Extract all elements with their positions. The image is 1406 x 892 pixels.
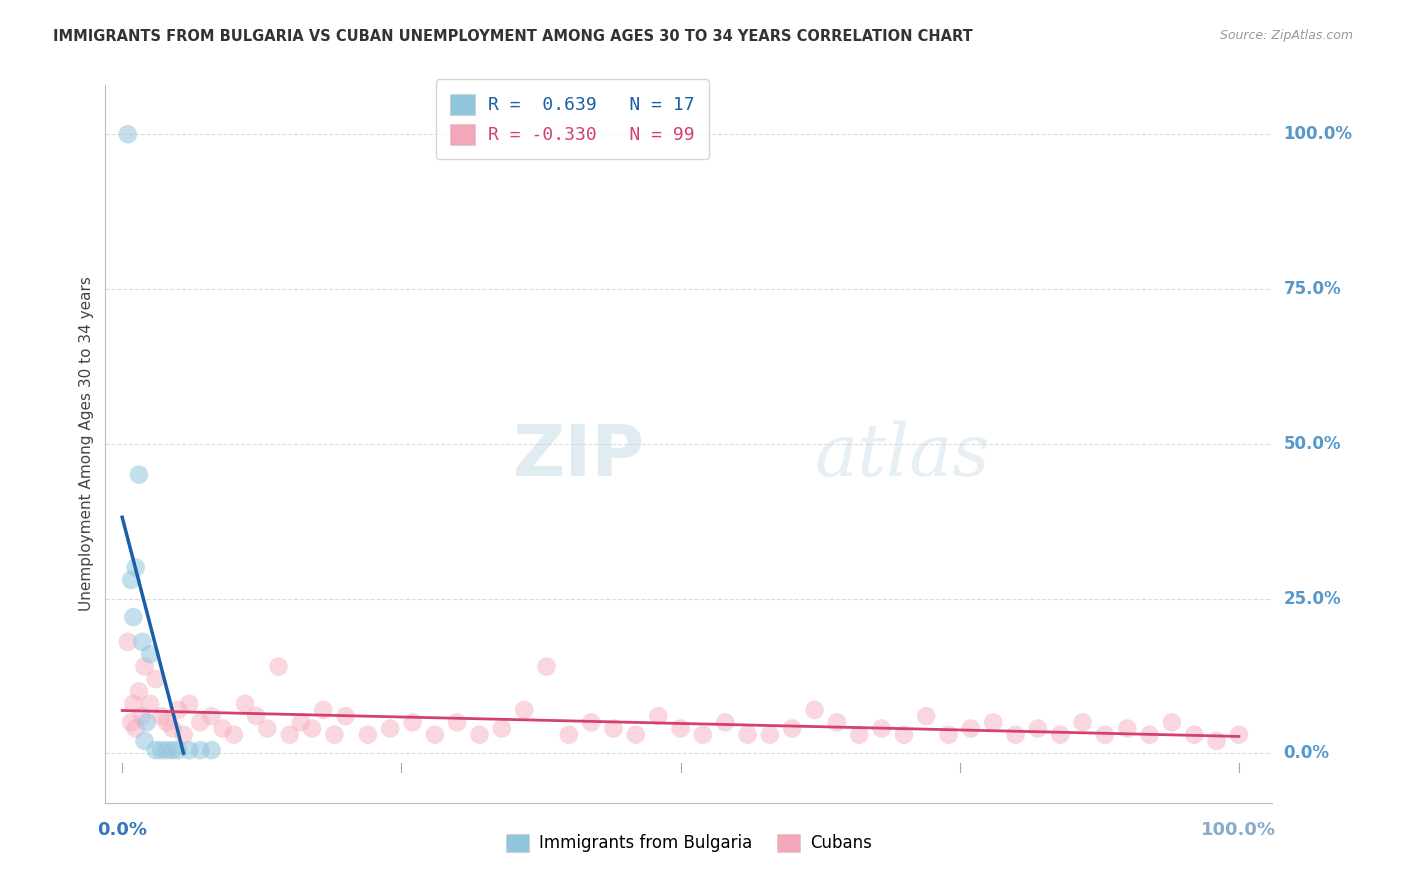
Point bbox=[124, 722, 146, 736]
Point bbox=[233, 697, 256, 711]
Point bbox=[870, 722, 893, 736]
Point bbox=[1049, 728, 1071, 742]
Point bbox=[290, 715, 312, 730]
Point bbox=[335, 709, 357, 723]
Point bbox=[135, 715, 157, 730]
Point bbox=[150, 743, 173, 757]
Point bbox=[117, 635, 139, 649]
Point bbox=[602, 722, 624, 736]
Point bbox=[117, 128, 139, 142]
Point bbox=[1116, 722, 1139, 736]
Point bbox=[222, 728, 245, 742]
Text: 100.0%: 100.0% bbox=[1202, 822, 1277, 839]
Point bbox=[737, 728, 759, 742]
Legend: Immigrants from Bulgaria, Cubans: Immigrants from Bulgaria, Cubans bbox=[499, 827, 879, 859]
Point bbox=[278, 728, 301, 742]
Point bbox=[120, 715, 142, 730]
Point bbox=[145, 743, 167, 757]
Point bbox=[190, 743, 212, 757]
Point bbox=[446, 715, 468, 730]
Point bbox=[1227, 728, 1250, 742]
Point bbox=[848, 728, 870, 742]
Point bbox=[190, 715, 212, 730]
Point bbox=[312, 703, 335, 717]
Point bbox=[122, 610, 145, 624]
Point bbox=[759, 728, 782, 742]
Point bbox=[211, 722, 233, 736]
Point bbox=[179, 743, 201, 757]
Point bbox=[131, 709, 153, 723]
Point bbox=[423, 728, 446, 742]
Point bbox=[380, 722, 402, 736]
Point bbox=[1071, 715, 1094, 730]
Point bbox=[167, 703, 190, 717]
Point bbox=[1094, 728, 1116, 742]
Point bbox=[1004, 728, 1026, 742]
Point bbox=[200, 743, 222, 757]
Point bbox=[647, 709, 669, 723]
Point bbox=[179, 697, 201, 711]
Point bbox=[981, 715, 1004, 730]
Text: Source: ZipAtlas.com: Source: ZipAtlas.com bbox=[1219, 29, 1353, 42]
Point bbox=[1182, 728, 1205, 742]
Point bbox=[692, 728, 714, 742]
Text: atlas: atlas bbox=[814, 421, 990, 491]
Point bbox=[162, 722, 184, 736]
Point bbox=[120, 573, 142, 587]
Point bbox=[173, 728, 195, 742]
Point bbox=[162, 743, 184, 757]
Point bbox=[401, 715, 423, 730]
Point bbox=[915, 709, 938, 723]
Text: 100.0%: 100.0% bbox=[1284, 125, 1353, 144]
Y-axis label: Unemployment Among Ages 30 to 34 years: Unemployment Among Ages 30 to 34 years bbox=[79, 277, 94, 611]
Text: IMMIGRANTS FROM BULGARIA VS CUBAN UNEMPLOYMENT AMONG AGES 30 TO 34 YEARS CORRELA: IMMIGRANTS FROM BULGARIA VS CUBAN UNEMPL… bbox=[53, 29, 973, 44]
Point bbox=[1205, 734, 1227, 748]
Point bbox=[128, 684, 150, 698]
Point bbox=[357, 728, 380, 742]
Point bbox=[491, 722, 513, 736]
Point bbox=[139, 647, 162, 661]
Point bbox=[156, 743, 179, 757]
Point bbox=[468, 728, 491, 742]
Point bbox=[536, 659, 558, 673]
Point bbox=[134, 734, 156, 748]
Point bbox=[145, 672, 167, 686]
Point bbox=[139, 697, 162, 711]
Point bbox=[150, 709, 173, 723]
Point bbox=[323, 728, 346, 742]
Text: 75.0%: 75.0% bbox=[1284, 280, 1341, 298]
Point bbox=[301, 722, 323, 736]
Point bbox=[893, 728, 915, 742]
Point bbox=[624, 728, 647, 742]
Text: 25.0%: 25.0% bbox=[1284, 590, 1341, 607]
Point bbox=[200, 709, 222, 723]
Point bbox=[803, 703, 825, 717]
Point bbox=[256, 722, 278, 736]
Point bbox=[780, 722, 803, 736]
Point bbox=[167, 743, 190, 757]
Point bbox=[245, 709, 267, 723]
Point bbox=[128, 467, 150, 482]
Text: ZIP: ZIP bbox=[513, 422, 645, 491]
Point bbox=[134, 659, 156, 673]
Point bbox=[122, 697, 145, 711]
Point bbox=[938, 728, 960, 742]
Text: 50.0%: 50.0% bbox=[1284, 434, 1341, 453]
Point bbox=[669, 722, 692, 736]
Point bbox=[558, 728, 581, 742]
Point bbox=[960, 722, 983, 736]
Point bbox=[267, 659, 290, 673]
Point bbox=[124, 560, 146, 574]
Point bbox=[1161, 715, 1184, 730]
Point bbox=[1026, 722, 1049, 736]
Point bbox=[156, 715, 179, 730]
Point bbox=[714, 715, 737, 730]
Text: 0.0%: 0.0% bbox=[1284, 744, 1330, 763]
Point bbox=[1139, 728, 1161, 742]
Point bbox=[581, 715, 603, 730]
Point bbox=[131, 635, 153, 649]
Text: 0.0%: 0.0% bbox=[97, 822, 148, 839]
Point bbox=[825, 715, 848, 730]
Point bbox=[513, 703, 536, 717]
